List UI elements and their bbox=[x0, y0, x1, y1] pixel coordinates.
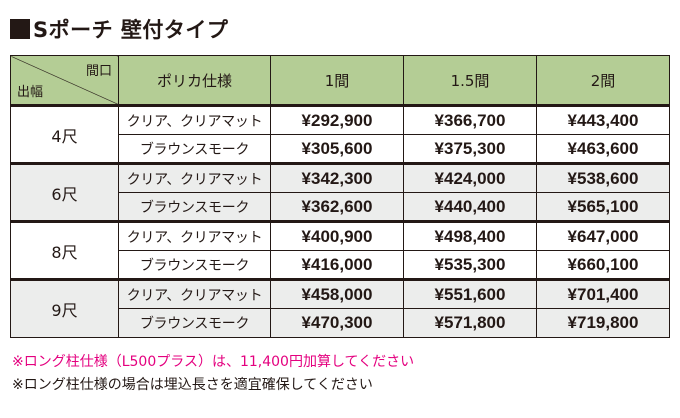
price-cell: ¥375,300 bbox=[403, 134, 537, 164]
size-group: 6尺 クリア、クリアマット ¥342,300 ¥424,000 ¥538,600 ブラウン… bbox=[10, 162, 670, 222]
price-cell: ¥470,300 bbox=[270, 308, 404, 338]
spec-cell: ブラウンスモーク bbox=[118, 134, 271, 164]
price-cell: ¥551,600 bbox=[403, 278, 537, 309]
note-long-column-surcharge: ※ロング柱仕様（L500プラス）は、11,400円加算してください bbox=[12, 354, 415, 370]
size-cell: 9尺 bbox=[10, 278, 119, 338]
price-cell: ¥443,400 bbox=[536, 104, 670, 135]
size-group: 9尺 クリア、クリアマット ¥458,000 ¥551,600 ¥701,400 ブラウン… bbox=[10, 278, 670, 338]
price-cell: ¥719,800 bbox=[536, 308, 670, 338]
price-cell: ¥571,800 bbox=[403, 308, 537, 338]
price-cell: ¥535,300 bbox=[403, 250, 537, 280]
header-col-1: 1間 bbox=[270, 55, 404, 106]
spec-cell: ブラウンスモーク bbox=[118, 250, 271, 280]
price-cell: ¥660,100 bbox=[536, 250, 670, 280]
spec-cell: クリア、クリアマット bbox=[118, 162, 271, 193]
header-corner-cell: 間口 出幅 bbox=[10, 55, 119, 106]
price-cell: ¥305,600 bbox=[270, 134, 404, 164]
table-row: ブラウンスモーク ¥362,600 ¥440,400 ¥565,100 bbox=[11, 192, 670, 222]
price-cell: ¥538,600 bbox=[536, 162, 670, 193]
header-frontage-label: 間口 bbox=[85, 64, 112, 79]
price-cell: ¥362,600 bbox=[270, 192, 404, 222]
size-cell: 8尺 bbox=[10, 220, 119, 280]
price-cell: ¥701,400 bbox=[536, 278, 670, 309]
note-embedding-length: ※ロング柱仕様の場合は埋込長さを適宜確保してください bbox=[12, 377, 373, 393]
price-cell: ¥498,400 bbox=[403, 220, 537, 251]
size-group: 4尺 クリア、クリアマット ¥292,900 ¥366,700 ¥443,400 ブラウン… bbox=[10, 104, 670, 164]
price-cell: ¥416,000 bbox=[270, 250, 404, 280]
table-row: 6尺 クリア、クリアマット ¥342,300 ¥424,000 ¥538,600 bbox=[10, 162, 670, 222]
header-col-3: 2間 bbox=[536, 55, 670, 106]
page-title-text: Sポーチ 壁付タイプ bbox=[33, 18, 229, 42]
table-row: ブラウンスモーク ¥416,000 ¥535,300 ¥660,100 bbox=[11, 250, 670, 280]
price-cell: ¥342,300 bbox=[270, 162, 404, 193]
price-cell: ¥366,700 bbox=[403, 104, 537, 135]
price-cell: ¥400,900 bbox=[270, 220, 404, 251]
size-cell: 6尺 bbox=[10, 162, 119, 222]
price-table: 間口 出幅 ポリカ仕様 1間 1.5間 2間 4尺 クリア、クリアマット ¥292,… bbox=[10, 55, 670, 338]
header-depth-label: 出幅 bbox=[17, 85, 44, 100]
spec-cell: クリア、クリアマット bbox=[118, 104, 271, 135]
table-row: 9尺 クリア、クリアマット ¥458,000 ¥551,600 ¥701,400 bbox=[10, 278, 670, 338]
price-cell: ¥458,000 bbox=[270, 278, 404, 309]
header-spec: ポリカ仕様 bbox=[118, 55, 271, 106]
spec-cell: ブラウンスモーク bbox=[118, 192, 271, 222]
table-header-row: 間口 出幅 ポリカ仕様 1間 1.5間 2間 bbox=[10, 55, 670, 106]
price-cell: ¥565,100 bbox=[536, 192, 670, 222]
square-bullet-icon bbox=[10, 19, 30, 39]
price-cell: ¥463,600 bbox=[536, 134, 670, 164]
table-row: 4尺 クリア、クリアマット ¥292,900 ¥366,700 ¥443,400 bbox=[10, 104, 670, 164]
spec-cell: ブラウンスモーク bbox=[118, 308, 271, 338]
price-cell: ¥424,000 bbox=[403, 162, 537, 193]
spec-cell: クリア、クリアマット bbox=[118, 278, 271, 309]
size-group: 8尺 クリア、クリアマット ¥400,900 ¥498,400 ¥647,000 ブラウン… bbox=[10, 220, 670, 280]
size-cell: 4尺 bbox=[10, 104, 119, 164]
price-cell: ¥292,900 bbox=[270, 104, 404, 135]
table-row: 8尺 クリア、クリアマット ¥400,900 ¥498,400 ¥647,000 bbox=[10, 220, 670, 280]
page-title: Sポーチ 壁付タイプ bbox=[10, 14, 228, 44]
table-row: ブラウンスモーク ¥470,300 ¥571,800 ¥719,800 bbox=[11, 308, 670, 338]
spec-cell: クリア、クリアマット bbox=[118, 220, 271, 251]
price-cell: ¥647,000 bbox=[536, 220, 670, 251]
price-cell: ¥440,400 bbox=[403, 192, 537, 222]
header-col-2: 1.5間 bbox=[403, 55, 537, 106]
table-row: ブラウンスモーク ¥305,600 ¥375,300 ¥463,600 bbox=[11, 134, 670, 164]
